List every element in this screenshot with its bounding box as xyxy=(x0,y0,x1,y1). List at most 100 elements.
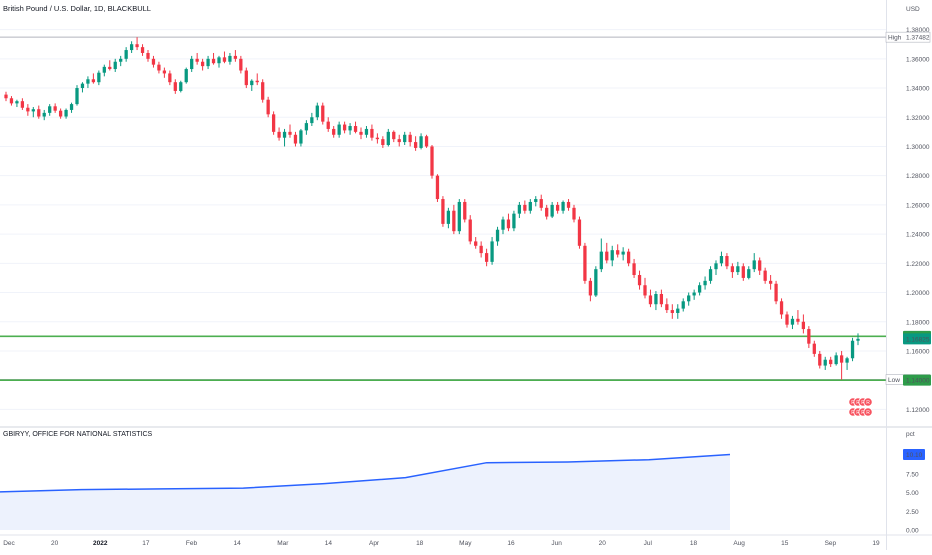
candle[interactable] xyxy=(659,289,664,308)
candle[interactable] xyxy=(670,304,674,319)
candle[interactable] xyxy=(211,52,216,65)
candle[interactable] xyxy=(566,199,571,211)
candle[interactable] xyxy=(255,73,259,86)
candle[interactable] xyxy=(539,194,543,211)
candle[interactable] xyxy=(4,91,8,102)
candle[interactable] xyxy=(730,263,735,278)
candle[interactable] xyxy=(342,121,347,134)
candle[interactable] xyxy=(495,226,500,246)
candle[interactable] xyxy=(168,70,172,86)
candle[interactable] xyxy=(299,128,303,147)
candle[interactable] xyxy=(599,238,603,273)
level-price-tag[interactable]: 1.14000 xyxy=(903,374,931,386)
candle[interactable] xyxy=(31,107,35,118)
candle[interactable] xyxy=(271,111,276,135)
candle[interactable] xyxy=(785,311,789,328)
candle[interactable] xyxy=(353,121,358,134)
candle[interactable] xyxy=(610,245,614,267)
candle[interactable] xyxy=(370,124,374,141)
candle[interactable] xyxy=(654,291,658,311)
candle[interactable] xyxy=(856,333,860,346)
candle[interactable] xyxy=(725,253,729,270)
candle[interactable] xyxy=(829,356,833,368)
candle[interactable] xyxy=(9,96,14,106)
candle[interactable] xyxy=(222,51,227,64)
candle[interactable] xyxy=(763,267,767,284)
candle[interactable] xyxy=(381,136,385,148)
candle[interactable] xyxy=(523,200,527,214)
candle[interactable] xyxy=(244,67,248,89)
candle[interactable] xyxy=(768,275,773,290)
candle[interactable] xyxy=(397,134,401,147)
candle[interactable] xyxy=(708,266,713,284)
candle[interactable] xyxy=(490,237,494,265)
candle[interactable] xyxy=(200,58,205,71)
symbol-title[interactable]: British Pound / U.S. Dollar, 1D, BLACKBU… xyxy=(3,4,151,13)
event-icon[interactable] xyxy=(863,407,873,417)
candle[interactable] xyxy=(621,247,625,261)
candle[interactable] xyxy=(758,257,762,276)
candle[interactable] xyxy=(26,104,30,116)
candle[interactable] xyxy=(741,263,745,281)
candle[interactable] xyxy=(839,350,844,380)
candle[interactable] xyxy=(239,55,243,74)
candle[interactable] xyxy=(648,289,653,308)
candle[interactable] xyxy=(834,352,838,366)
candle[interactable] xyxy=(457,199,461,235)
candle[interactable] xyxy=(430,145,434,179)
candle[interactable] xyxy=(217,55,221,68)
candle[interactable] xyxy=(501,216,505,235)
indicator-title[interactable]: GBIRYY, OFFICE FOR NATIONAL STATISTICS xyxy=(3,431,153,438)
candle[interactable] xyxy=(15,99,19,108)
candle[interactable] xyxy=(102,64,106,77)
candle[interactable] xyxy=(801,314,806,334)
candle[interactable] xyxy=(80,82,85,93)
candle[interactable] xyxy=(534,196,538,207)
candle[interactable] xyxy=(53,103,57,113)
candle[interactable] xyxy=(64,108,68,119)
candle[interactable] xyxy=(151,55,156,68)
candle[interactable] xyxy=(479,241,483,258)
candle[interactable] xyxy=(195,52,199,65)
candle[interactable] xyxy=(408,131,412,147)
candle[interactable] xyxy=(386,128,390,147)
candle[interactable] xyxy=(419,133,423,150)
candle[interactable] xyxy=(97,70,101,86)
candle[interactable] xyxy=(337,121,341,138)
candle[interactable] xyxy=(468,215,472,245)
candle[interactable] xyxy=(626,248,631,267)
candle[interactable] xyxy=(637,270,642,290)
candle[interactable] xyxy=(796,310,800,325)
candle[interactable] xyxy=(277,127,281,141)
candle[interactable] xyxy=(588,277,593,302)
candle[interactable] xyxy=(250,79,254,91)
candle[interactable] xyxy=(517,201,522,219)
candle[interactable] xyxy=(403,131,407,146)
candle[interactable] xyxy=(315,102,319,121)
candle[interactable] xyxy=(375,133,380,144)
candle[interactable] xyxy=(91,73,96,84)
candle[interactable] xyxy=(484,248,489,267)
candle[interactable] xyxy=(512,210,516,232)
candle[interactable] xyxy=(75,85,79,106)
candle[interactable] xyxy=(506,213,511,232)
candle[interactable] xyxy=(129,41,134,53)
candle[interactable] xyxy=(282,128,287,147)
candle[interactable] xyxy=(288,124,292,138)
candle[interactable] xyxy=(823,356,827,370)
candle[interactable] xyxy=(583,242,587,284)
indicator-value-tag[interactable]: 10.10 xyxy=(903,448,925,460)
candle[interactable] xyxy=(184,67,188,84)
candle[interactable] xyxy=(179,80,183,93)
candle[interactable] xyxy=(124,47,128,62)
candle[interactable] xyxy=(528,199,532,214)
candle[interactable] xyxy=(293,131,298,147)
candle[interactable] xyxy=(643,277,647,299)
candle[interactable] xyxy=(304,120,309,135)
candle[interactable] xyxy=(452,204,456,235)
candle[interactable] xyxy=(206,55,210,70)
candle[interactable] xyxy=(850,337,855,362)
candle[interactable] xyxy=(605,242,609,264)
